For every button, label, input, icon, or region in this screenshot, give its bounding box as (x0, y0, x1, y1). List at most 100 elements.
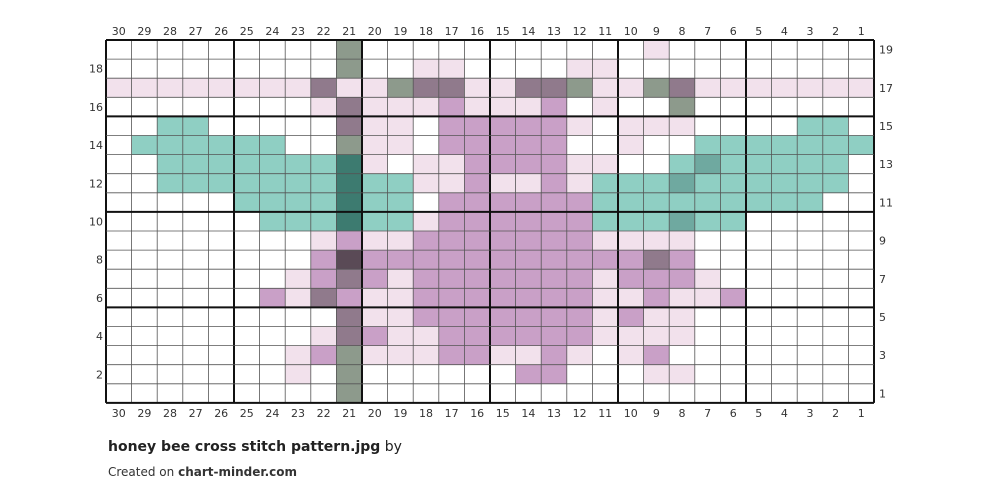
stitch-cell (106, 288, 132, 308)
stitch-cell (413, 78, 439, 98)
stitch-cell (848, 307, 874, 327)
stitch-cell (592, 250, 618, 270)
stitch-cell (618, 364, 644, 384)
stitch-cell (259, 192, 286, 212)
stitch-cell (694, 192, 721, 212)
stitch-cell (285, 250, 311, 270)
stitch-cell (822, 288, 849, 308)
stitch-cell (643, 154, 670, 174)
stitch-cell (310, 288, 337, 308)
column-label-bottom: 29 (137, 407, 151, 420)
stitch-cell (310, 250, 337, 270)
axis-labels: 3030292928282727262625252424232322222121… (89, 25, 893, 420)
stitch-cell (208, 231, 234, 251)
stitch-cell (336, 364, 362, 384)
stitch-cell (746, 154, 772, 174)
stitch-cell (259, 59, 286, 79)
stitch-cell (720, 307, 746, 327)
stitch-cell (438, 288, 465, 308)
stitch-cell (413, 364, 439, 384)
stitch-cell (541, 364, 567, 384)
column-label-bottom: 16 (470, 407, 484, 420)
stitch-cell (413, 97, 439, 117)
stitch-cell (797, 269, 823, 289)
stitch-cell (771, 288, 798, 308)
stitch-cell (285, 154, 311, 174)
stitch-cell (797, 78, 823, 98)
stitch-cell (822, 383, 849, 403)
column-label-bottom: 3 (807, 407, 814, 420)
stitch-cell (848, 364, 874, 384)
stitch-cell (157, 288, 183, 308)
stitch-cell (669, 250, 695, 270)
stitch-cell (259, 231, 286, 251)
stitch-cell (694, 345, 721, 365)
stitch-cell (490, 135, 516, 155)
stitch-cell (771, 307, 798, 327)
stitch-cell (822, 231, 849, 251)
stitch-cell (822, 78, 849, 98)
stitch-cell (669, 307, 695, 327)
stitch-cell (464, 40, 490, 60)
stitch-cell (285, 40, 311, 60)
column-label-top: 11 (598, 25, 612, 38)
column-label-top: 6 (730, 25, 737, 38)
stitch-cell (822, 59, 849, 79)
stitch-cell (566, 383, 593, 403)
stitch-cell (182, 211, 209, 231)
stitch-cell (106, 231, 132, 251)
column-label-top: 24 (265, 25, 279, 38)
stitch-cell (259, 269, 286, 289)
column-label-bottom: 4 (781, 407, 788, 420)
stitch-cell (515, 135, 542, 155)
stitch-cell (208, 59, 234, 79)
stitch-cell (259, 307, 286, 327)
stitch-cell (310, 116, 337, 136)
stitch-cell (541, 40, 567, 60)
stitch-cell (208, 97, 234, 117)
stitch-cell (234, 307, 260, 327)
row-label-left: 12 (89, 177, 103, 190)
stitch-cell (592, 288, 618, 308)
stitch-cell (541, 192, 567, 212)
row-label-left: 16 (89, 101, 103, 114)
stitch-cell (234, 231, 260, 251)
site-link[interactable]: chart-minder.com (178, 465, 297, 479)
stitch-cell (464, 383, 490, 403)
stitch-cell (797, 250, 823, 270)
stitch-cell (182, 250, 209, 270)
stitch-cell (541, 78, 567, 98)
stitch-cell (157, 78, 183, 98)
row-label-right: 17 (879, 82, 893, 95)
stitch-cell (182, 269, 209, 289)
stitch-cell (438, 116, 465, 136)
stitch-cell (234, 116, 260, 136)
column-label-top: 15 (496, 25, 510, 38)
stitch-cell (771, 250, 798, 270)
stitch-cell (746, 116, 772, 136)
stitch-cell (285, 97, 311, 117)
stitch-cell (720, 154, 746, 174)
row-label-right: 3 (879, 349, 886, 362)
stitch-cell (592, 135, 618, 155)
stitch-cell (720, 192, 746, 212)
stitch-cell (438, 326, 465, 346)
stitch-cells (106, 40, 874, 403)
stitch-cell (566, 211, 593, 231)
stitch-cell (336, 288, 362, 308)
stitch-cell (618, 345, 644, 365)
stitch-cell (310, 154, 337, 174)
stitch-cell (336, 154, 362, 174)
row-label-right: 9 (879, 235, 886, 248)
stitch-cell (720, 250, 746, 270)
stitch-cell (541, 269, 567, 289)
stitch-cell (131, 116, 158, 136)
stitch-cell (618, 383, 644, 403)
stitch-cell (362, 250, 388, 270)
column-label-top: 13 (547, 25, 561, 38)
stitch-cell (310, 345, 337, 365)
stitch-cell (131, 192, 158, 212)
stitch-cell (566, 250, 593, 270)
column-label-top: 18 (419, 25, 433, 38)
stitch-cell (490, 250, 516, 270)
